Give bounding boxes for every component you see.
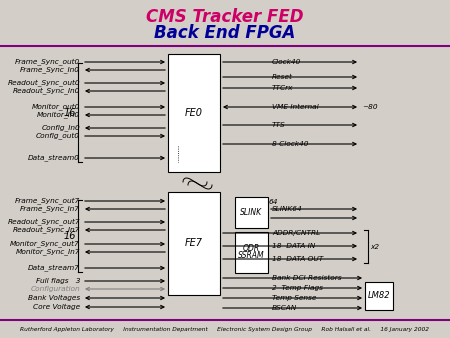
Text: Config_out0: Config_out0 (36, 132, 80, 140)
Text: Frame_Sync_out7: Frame_Sync_out7 (15, 198, 80, 204)
Text: QDR: QDR (243, 244, 260, 254)
Text: Back End FPGA: Back End FPGA (154, 24, 296, 42)
Text: Bank Voltages: Bank Voltages (28, 295, 80, 301)
Text: BSCAN: BSCAN (272, 305, 297, 311)
Text: x2: x2 (370, 244, 379, 250)
Text: Monitor_out0: Monitor_out0 (32, 103, 80, 111)
Text: Rutherford Appleton Laboratory     Instrumentation Department     Electronic Sys: Rutherford Appleton Laboratory Instrumen… (21, 328, 429, 333)
Text: Reset: Reset (272, 74, 293, 80)
Text: Config_In0: Config_In0 (41, 125, 80, 131)
Text: Monitor_In0: Monitor_In0 (37, 112, 80, 118)
Text: Bank DCI Resistors: Bank DCI Resistors (272, 275, 342, 281)
Bar (235, 232, 268, 273)
Text: Monitor_Sync_out7: Monitor_Sync_out7 (10, 241, 80, 247)
Text: Readout_Sync_In0: Readout_Sync_In0 (13, 88, 80, 94)
Text: SSRAM: SSRAM (238, 251, 265, 261)
Text: ADDR/CNTRL: ADDR/CNTRL (272, 230, 320, 236)
Bar (365, 282, 393, 310)
Text: Frame_Sync_In7: Frame_Sync_In7 (20, 206, 80, 212)
Text: Full flags   3: Full flags 3 (36, 278, 80, 284)
Text: SLINK: SLINK (240, 208, 262, 217)
Text: SLINK64: SLINK64 (272, 206, 303, 212)
Text: LM82: LM82 (368, 291, 390, 300)
Bar (168, 192, 220, 295)
Text: Configuration: Configuration (31, 286, 80, 292)
Text: 16: 16 (63, 231, 76, 241)
Text: Readout_Sync_out7: Readout_Sync_out7 (7, 219, 80, 225)
Text: Data_stream7: Data_stream7 (28, 265, 80, 271)
Text: Monitor_Sync_In7: Monitor_Sync_In7 (15, 248, 80, 256)
Text: Readout_Sync_In7: Readout_Sync_In7 (13, 226, 80, 234)
Text: Clock40: Clock40 (272, 59, 302, 65)
Bar (168, 54, 220, 172)
Text: 18  DATA OUT: 18 DATA OUT (272, 256, 323, 262)
Text: FE7: FE7 (185, 239, 203, 248)
Text: FE0: FE0 (185, 108, 203, 118)
Text: CMS Tracker FED: CMS Tracker FED (146, 8, 304, 26)
Text: Temp Sense: Temp Sense (272, 295, 316, 301)
Text: Frame_Sync_In0: Frame_Sync_In0 (20, 67, 80, 73)
Text: 64: 64 (269, 199, 279, 205)
Text: Data_stream0: Data_stream0 (28, 154, 80, 162)
Text: TTS: TTS (272, 122, 286, 128)
Text: TTCrx: TTCrx (272, 85, 293, 91)
Text: Frame_Sync_out0: Frame_Sync_out0 (15, 58, 80, 66)
Text: 16: 16 (63, 108, 76, 118)
Text: Core Voltage: Core Voltage (33, 304, 80, 310)
Text: VME Internal: VME Internal (272, 104, 319, 110)
Text: 2  Temp Flags: 2 Temp Flags (272, 285, 323, 291)
Text: ~80: ~80 (362, 104, 378, 110)
Text: Readout_Sync_out0: Readout_Sync_out0 (7, 79, 80, 87)
Bar (235, 197, 268, 228)
Text: 8 Clock40: 8 Clock40 (272, 141, 309, 147)
Text: 18  DATA IN: 18 DATA IN (272, 243, 315, 249)
